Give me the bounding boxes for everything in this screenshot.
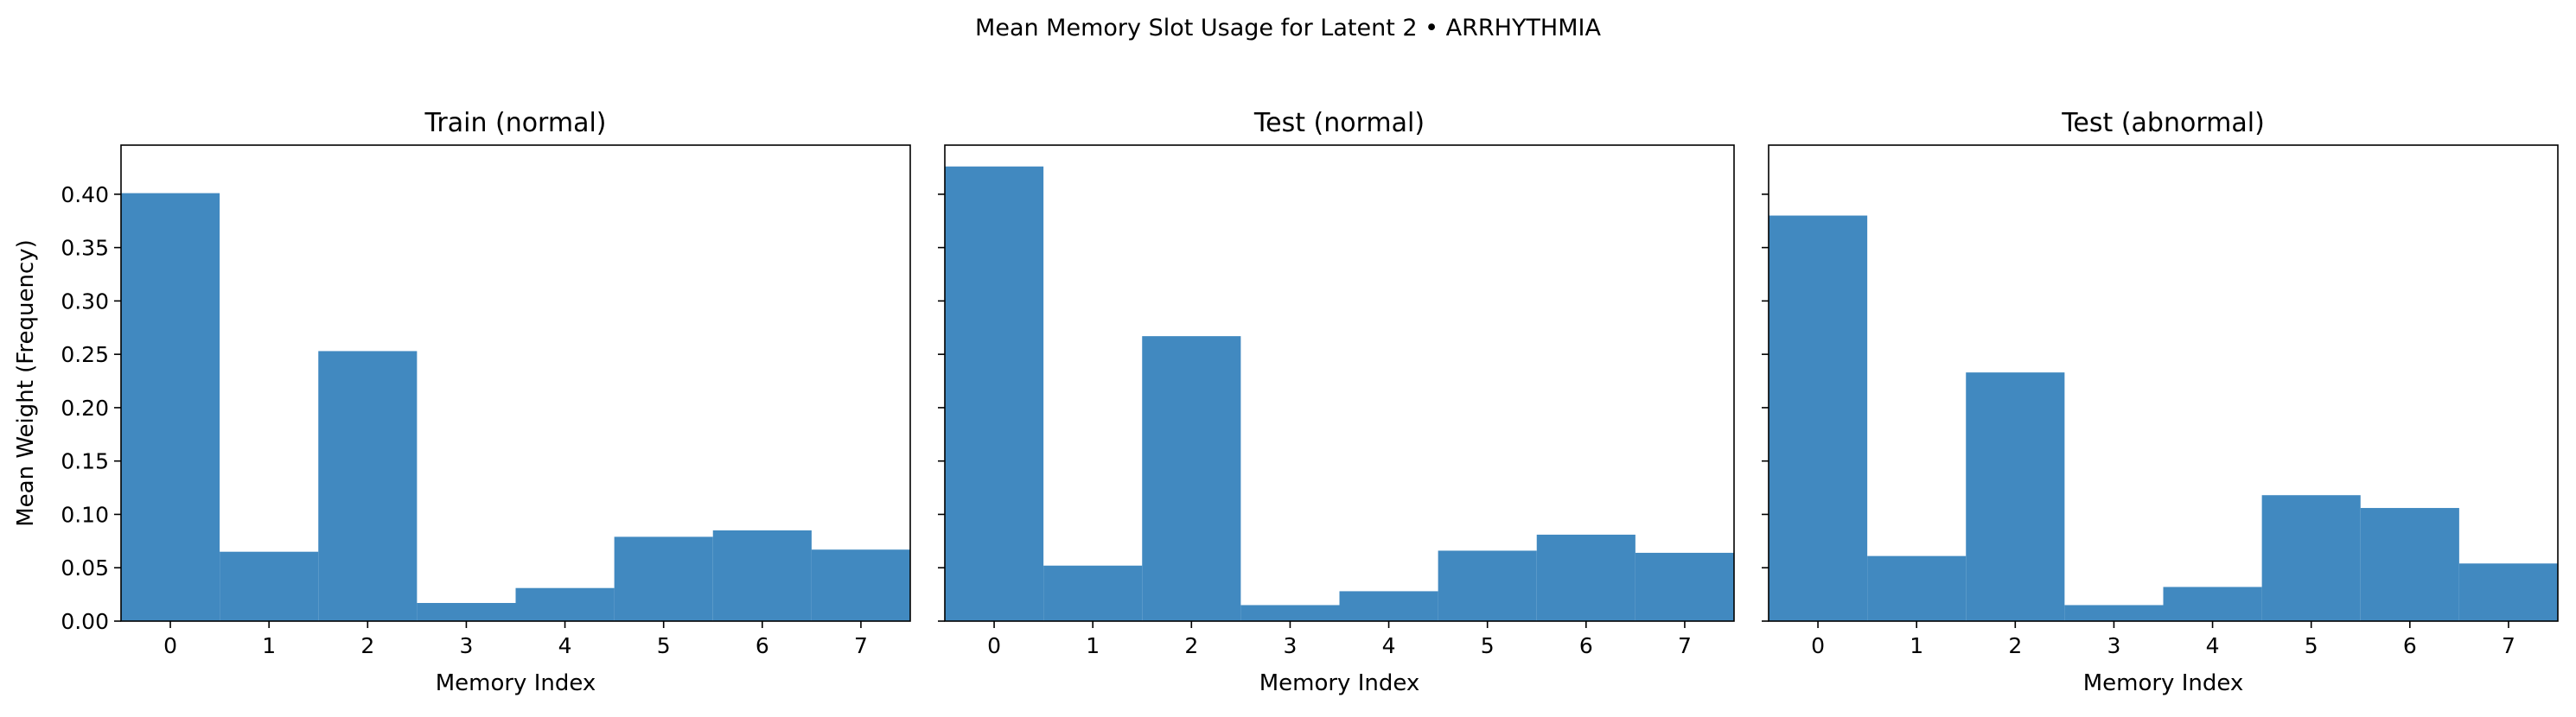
subplot-title: Train (normal)	[424, 108, 606, 138]
x-tick-label-3: 3	[1283, 633, 1297, 658]
x-tick-label-7: 7	[1678, 633, 1692, 658]
y-tick-label-5: 0.25	[61, 342, 109, 367]
x-tick-label-3: 3	[2107, 633, 2120, 658]
subplot-panel-0: Train (normal) 0 1 2 3 4 5 6 7 Memory Index 0.00 0.…	[13, 108, 911, 696]
x-tick-label-0: 0	[163, 633, 177, 658]
y-axis-label: Mean Weight (Frequency)	[13, 239, 39, 527]
x-axis-label: Memory Index	[436, 670, 596, 696]
subplot-panels: Train (normal) 0 1 2 3 4 5 6 7 Memory Index 0.00 0.…	[13, 108, 2559, 696]
y-tick-label-4: 0.20	[61, 396, 109, 421]
y-tick-label-8: 0.40	[61, 182, 109, 207]
x-tick-label-6: 6	[2403, 633, 2417, 658]
bar-5	[2261, 495, 2361, 621]
plot-frame	[944, 144, 1735, 622]
subplot-title: Test (abnormal)	[2061, 108, 2265, 138]
x-tick-label-0: 0	[1811, 633, 1825, 658]
bar-5	[614, 536, 713, 621]
x-tick-label-5: 5	[1481, 633, 1495, 658]
bar-3	[1240, 605, 1340, 621]
y-tick-label-7: 0.35	[61, 236, 109, 261]
x-tick-label-7: 7	[2502, 633, 2515, 658]
y-tick-label-2: 0.10	[61, 502, 109, 527]
x-axis-label: Memory Index	[1259, 670, 1420, 696]
bar-7	[1635, 552, 1734, 621]
y-tick-label-1: 0.05	[61, 555, 109, 581]
bar-4	[2163, 587, 2262, 621]
x-tick-label-6: 6	[1579, 633, 1593, 658]
bar-6	[2360, 508, 2459, 621]
bar-5	[1438, 550, 1537, 621]
subplot-panel-1: Test (normal) 0 1 2 3 4 5 6 7 Memory Index	[938, 108, 1735, 696]
bar-6	[1536, 534, 1636, 621]
x-tick-label-6: 6	[756, 633, 769, 658]
figure-suptitle: Mean Memory Slot Usage for Latent 2 • AR…	[975, 15, 1601, 41]
x-tick-label-2: 2	[1184, 633, 1198, 658]
bar-2	[318, 351, 418, 621]
x-tick-label-2: 2	[2008, 633, 2022, 658]
y-tick-label-0: 0.00	[61, 609, 109, 634]
bar-1	[220, 551, 319, 621]
subplot-title: Test (normal)	[1253, 108, 1425, 138]
subplot-panel-2: Test (abnormal) 0 1 2 3 4 5 6 7 Memory Index	[1762, 108, 2559, 696]
y-tick-label-3: 0.15	[61, 449, 109, 474]
bar-4	[1339, 591, 1438, 621]
x-tick-label-4: 4	[558, 633, 572, 658]
bar-2	[1142, 336, 1241, 621]
x-tick-label-0: 0	[987, 633, 1001, 658]
x-tick-label-5: 5	[657, 633, 671, 658]
x-tick-label-4: 4	[2206, 633, 2220, 658]
bar-2	[1966, 372, 2065, 621]
x-tick-label-2: 2	[360, 633, 374, 658]
bar-0	[945, 166, 1044, 622]
x-tick-label-1: 1	[1086, 633, 1100, 658]
x-tick-label-4: 4	[1382, 633, 1396, 658]
y-tick-label-6: 0.30	[61, 289, 109, 314]
x-tick-label-1: 1	[1910, 633, 1923, 658]
bar-7	[2458, 563, 2558, 621]
bar-1	[1043, 565, 1143, 621]
bar-4	[515, 587, 615, 621]
x-tick-label-7: 7	[854, 633, 868, 658]
bar-1	[1867, 555, 1967, 621]
x-tick-label-3: 3	[459, 633, 473, 658]
bar-0	[121, 193, 220, 621]
bar-7	[811, 549, 910, 621]
x-tick-label-1: 1	[262, 633, 276, 658]
bar-3	[2064, 605, 2164, 621]
bar-6	[712, 530, 812, 621]
plot-frame	[120, 144, 911, 622]
bar-3	[417, 602, 516, 621]
bar-0	[1769, 215, 1868, 621]
plot-frame	[1768, 144, 2559, 622]
x-axis-label: Memory Index	[2083, 670, 2244, 696]
x-tick-label-5: 5	[2305, 633, 2318, 658]
